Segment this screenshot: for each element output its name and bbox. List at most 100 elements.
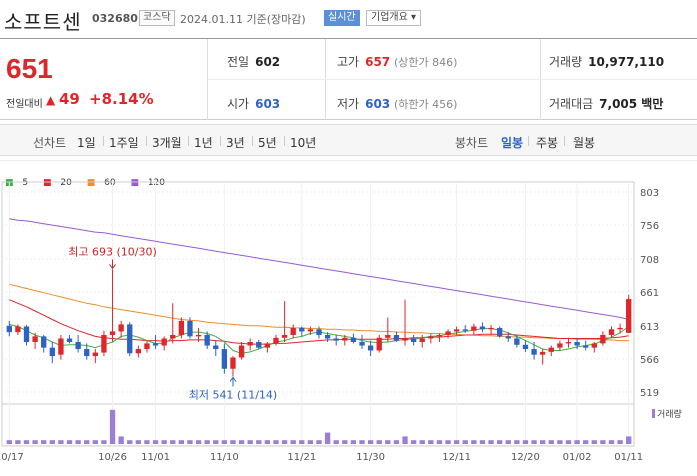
volume-bar [135, 440, 142, 444]
candle-chart-label: 봉차트 [455, 136, 489, 150]
high-arrow-head [109, 264, 116, 270]
ma120-line [9, 218, 629, 320]
volume-bar [479, 440, 486, 444]
volume-bar [462, 440, 468, 444]
volume-bar [101, 440, 107, 444]
volume-bar [170, 440, 176, 444]
candle-body [221, 349, 228, 369]
volume-bar [161, 440, 167, 444]
y-tick-label: 613 [640, 322, 659, 333]
volume-bar [238, 440, 245, 444]
volume-bar [187, 440, 193, 444]
candle-body [462, 329, 468, 331]
prev-close-value: 602 [255, 55, 281, 69]
candle-body [565, 342, 572, 344]
tab-1week[interactable]: 1주일 [109, 136, 139, 150]
volume-bar [522, 440, 529, 444]
candle-body [144, 343, 150, 350]
volume-bar [548, 440, 554, 444]
volume-bar [436, 440, 443, 444]
candle-body [316, 329, 322, 335]
candle-body [127, 324, 133, 354]
candle-body [410, 338, 417, 342]
open-value: 603 [255, 97, 281, 111]
tab-1year[interactable]: 1년 [194, 136, 213, 150]
candle-body [428, 336, 434, 339]
candle-body [161, 338, 167, 346]
candle-body [92, 352, 98, 357]
volume-bar [213, 440, 219, 444]
tab-3year[interactable]: 3년 [226, 136, 245, 150]
tab-10year[interactable]: 10년 [290, 136, 317, 150]
stock-name: 소프트센 [4, 10, 82, 34]
x-tick-label: 11/30 [356, 452, 385, 463]
volume-bar [264, 440, 271, 444]
change-amount: 49 [59, 90, 80, 108]
date-value: 2024.01.11 [180, 13, 243, 26]
volume-bar [178, 440, 185, 444]
candle-body [479, 326, 486, 330]
volume-bar [144, 440, 150, 444]
candle-body [187, 320, 193, 337]
volume-bar [591, 440, 597, 444]
volume-value: 10,977,110 [588, 55, 665, 69]
upper-limit: (상한가 846) [393, 56, 458, 69]
candle-body [213, 345, 219, 350]
volume-bar [333, 440, 339, 444]
volume-bar [583, 440, 589, 444]
candle-body [471, 326, 477, 331]
candle-body [617, 327, 623, 330]
volume-label: 거래량 [549, 55, 583, 69]
y-tick-label: 519 [640, 388, 659, 399]
candle-body [608, 329, 615, 335]
tab-3month[interactable]: 3개월 [152, 136, 182, 150]
volume-bar [617, 440, 623, 444]
volume-bar [410, 440, 417, 444]
candle-body [514, 338, 520, 345]
candle-body [436, 334, 443, 337]
candle-body [626, 299, 632, 333]
volume-bar [152, 440, 159, 444]
volume-bar [316, 440, 322, 444]
volume-bar [41, 440, 47, 444]
candle-body [32, 336, 38, 342]
candlestick-chart[interactable]: 803 756 708 661 613 566 519 10/17 10/26 11/01 11/1… [0, 160, 697, 476]
tab-daily-candle[interactable]: 일봉 [501, 136, 524, 150]
candle-body [281, 334, 288, 338]
x-tick-label: 01/02 [563, 452, 592, 463]
prev-close-label: 전일 [227, 55, 250, 69]
x-tick-label: 10/17 [0, 452, 24, 463]
volume-bar [600, 440, 606, 444]
volume: 거래량 10,977,110 [549, 53, 664, 70]
tab-5year[interactable]: 5년 [258, 136, 277, 150]
line-chart-label: 선차트 [33, 136, 67, 150]
volume-bar [92, 440, 98, 444]
volume-bar [428, 440, 434, 444]
candle-body [230, 357, 236, 369]
tab-weekly-candle[interactable]: 주봉 [536, 136, 559, 150]
legend-ma20: ■ 20 [43, 178, 72, 188]
tab-separator [188, 136, 189, 146]
base-date: 2024.01.11 기준(장마감) [180, 11, 306, 27]
volume-bar [256, 440, 262, 444]
volume-bar [32, 440, 38, 444]
tab-separator [220, 136, 221, 146]
realtime-button[interactable]: 실시간 [324, 10, 360, 26]
tab-1day[interactable]: 1일 [77, 136, 96, 150]
candle-body [574, 342, 580, 346]
company-info-dropdown[interactable]: 기업개요 ▾ [366, 10, 421, 26]
candle-body [333, 338, 339, 341]
volume-bar [49, 440, 55, 444]
current-price: 651 [6, 53, 53, 84]
volume-bar [204, 440, 210, 444]
x-tick-label: 12/20 [511, 452, 540, 463]
divider [208, 79, 697, 80]
candle-body [247, 342, 253, 346]
high-value: 657 [365, 55, 391, 69]
volume-bar [385, 440, 391, 444]
tab-monthly-candle[interactable]: 월봉 [573, 136, 596, 150]
candle-body [6, 325, 12, 333]
x-tick-label: 10/26 [98, 452, 127, 463]
volume-bar [281, 440, 288, 444]
volume-bar [531, 440, 537, 444]
